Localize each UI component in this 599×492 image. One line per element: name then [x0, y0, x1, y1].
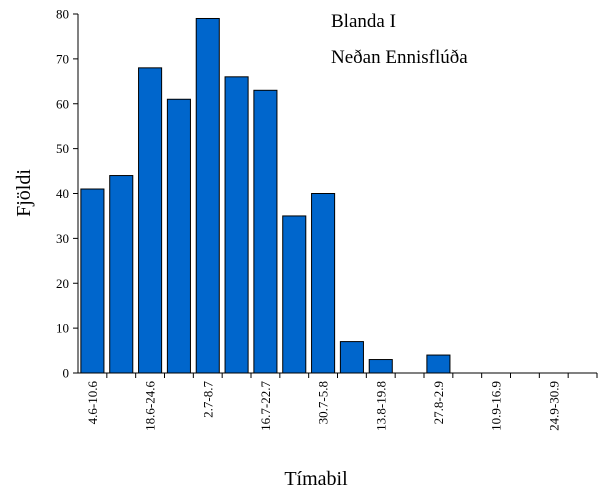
x-tick-label: 18.6-24.6 [143, 381, 158, 431]
y-tick-label: 70 [56, 51, 69, 66]
x-tick-label: 13.8-19.8 [373, 381, 388, 431]
x-tick-label: 16.7-22.7 [258, 381, 273, 431]
x-tick-label: 2.7-8.7 [200, 381, 215, 418]
bars-group [80, 17, 451, 374]
y-tick-label: 10 [56, 321, 69, 336]
bar [109, 175, 134, 374]
y-tick-label: 40 [56, 186, 69, 201]
y-tick-label: 30 [56, 231, 69, 246]
bar [282, 215, 307, 374]
bar [80, 188, 105, 374]
x-tick-label: 24.9-30.9 [546, 381, 561, 431]
x-tick-label: 30.7-5.8 [316, 381, 331, 424]
y-tick-label: 0 [63, 366, 70, 381]
y-axis-label: Fjöldi [13, 169, 35, 217]
x-axis-ticks: 4.6-10.6 18.6-24.6 2.7-8.7 16.7-22.7 30.7-5.… [85, 373, 598, 431]
chart-title-line-2: Neðan Ennisflúða [331, 47, 468, 68]
bar [166, 98, 191, 374]
x-tick-label: 4.6-10.6 [85, 381, 100, 425]
bar [224, 76, 249, 374]
x-tick-label: 10.9-16.9 [489, 381, 504, 431]
bar [339, 341, 364, 374]
y-tick-label: 60 [56, 96, 69, 111]
bar [195, 17, 220, 374]
bar [426, 354, 451, 374]
y-tick-label: 20 [56, 276, 69, 291]
chart-title-line-1: Blanda I [331, 11, 396, 32]
bar [368, 359, 393, 374]
bar [138, 67, 163, 374]
y-tick-label: 50 [56, 141, 69, 156]
x-axis-label: Tímabil [284, 468, 348, 490]
x-tick-label: 27.8-2.9 [431, 381, 446, 424]
y-tick-label: 80 [56, 7, 69, 22]
y-axis-ticks: 0 10 20 30 40 50 60 70 80 [56, 7, 78, 381]
bar [311, 193, 336, 374]
bar [253, 89, 278, 374]
